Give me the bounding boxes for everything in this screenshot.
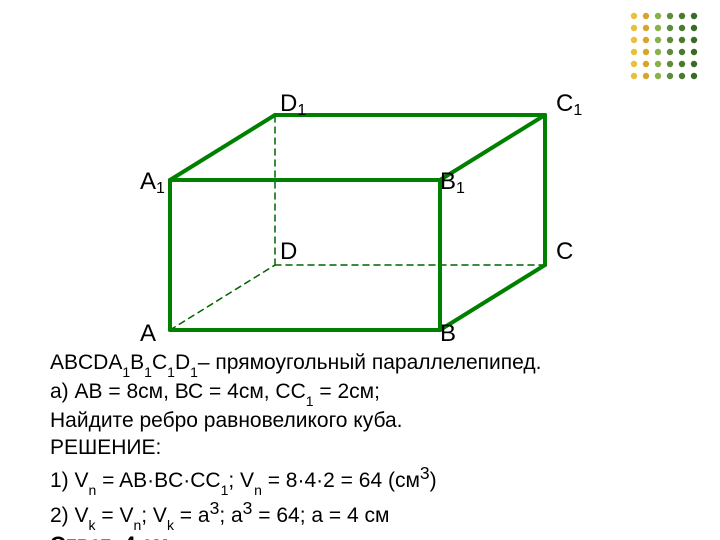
- line-6: 2) Vk = Vn; Vk = a3; a3 = 64; a = 4 см: [50, 497, 690, 532]
- label-B: B: [440, 320, 456, 348]
- answer-line: Ответ: 4 см.: [50, 532, 690, 540]
- decorative-dots: [624, 6, 714, 96]
- line-5: 1) Vn = AB·BC·CC1; Vn = 8·4·2 = 64 (см3): [50, 462, 690, 497]
- slide: D1 C1 A1 B1 D C A B ABCDA1B1C1D1– прямоу…: [0, 0, 720, 540]
- line-4: РЕШЕНИЕ:: [50, 435, 690, 462]
- diagram-svg: [110, 20, 610, 350]
- problem-text: ABCDA1B1C1D1– прямоугольный параллелепип…: [50, 350, 690, 540]
- label-C: C: [556, 238, 573, 266]
- parallelepiped-diagram: D1 C1 A1 B1 D C A B: [110, 20, 610, 350]
- label-A1: A1: [140, 168, 165, 196]
- label-B1: B1: [440, 168, 465, 196]
- line-1: ABCDA1B1C1D1– прямоугольный параллелепип…: [50, 350, 690, 379]
- label-D1: D1: [280, 90, 306, 118]
- label-A: A: [140, 320, 156, 348]
- line-3: Найдите ребро равновеликого куба.: [50, 408, 690, 435]
- line-2: a) АВ = 8см, ВС = 4см, СС1 = 2см;: [50, 379, 690, 408]
- label-C1: C1: [556, 90, 582, 118]
- label-D: D: [280, 238, 297, 266]
